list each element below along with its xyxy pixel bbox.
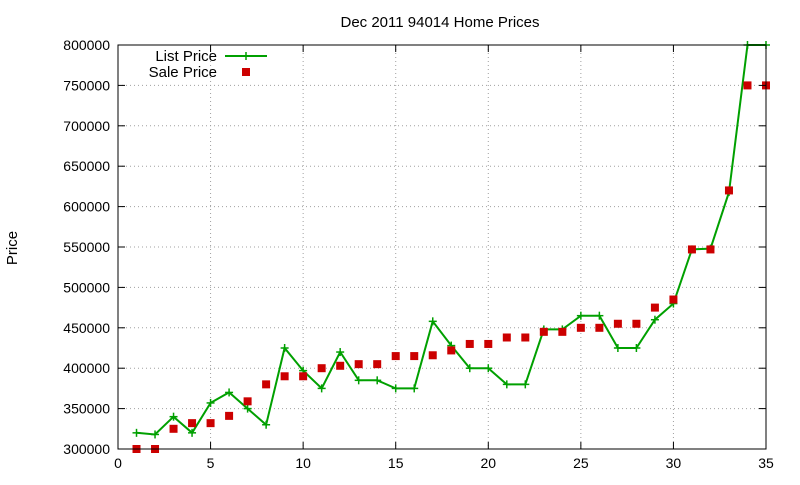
list-price-point bbox=[521, 380, 530, 389]
x-tick-label: 5 bbox=[207, 455, 215, 471]
y-axis-label: Price bbox=[4, 231, 21, 265]
list-price-point bbox=[243, 404, 252, 413]
list-price-point bbox=[576, 311, 585, 320]
list-price-point bbox=[410, 384, 419, 393]
sale-price-point bbox=[687, 245, 696, 254]
y-tick-label: 500000 bbox=[63, 279, 110, 295]
y-tick-label: 400000 bbox=[63, 360, 110, 376]
sale-price-point bbox=[410, 352, 419, 361]
sale-price-point bbox=[558, 327, 567, 336]
sale-price-point bbox=[632, 319, 641, 328]
legend-label-sale-price: Sale Price bbox=[149, 64, 217, 81]
list-price-point bbox=[188, 428, 197, 437]
sale-price-point bbox=[317, 364, 326, 373]
ticks: 300000 350000 400000 450000 500000 550000 6000… bbox=[63, 37, 774, 471]
sale-price-point bbox=[502, 333, 511, 342]
sale-price-point bbox=[391, 352, 400, 361]
y-tick-label: 800000 bbox=[63, 37, 110, 53]
x-tick-label: 25 bbox=[573, 455, 589, 471]
y-tick-label: 700000 bbox=[63, 118, 110, 134]
series-layer bbox=[132, 41, 770, 453]
list-price-point bbox=[428, 317, 437, 326]
sale-price-point bbox=[280, 372, 289, 381]
list-price-point bbox=[595, 311, 604, 320]
list-price-point bbox=[373, 376, 382, 385]
list-price-point bbox=[650, 315, 659, 324]
sale-price-point bbox=[484, 339, 493, 348]
list-price-point bbox=[336, 348, 345, 357]
sale-price-point bbox=[521, 333, 530, 342]
chart-title: Dec 2011 94014 Home Prices bbox=[341, 14, 540, 31]
sale-price-point bbox=[169, 424, 178, 433]
sale-price-point bbox=[188, 419, 197, 428]
list-price-point bbox=[484, 364, 493, 373]
sale-price-point bbox=[706, 245, 715, 254]
y-tick-label: 650000 bbox=[63, 158, 110, 174]
list-price-point bbox=[502, 380, 511, 389]
list-price-point bbox=[465, 364, 474, 373]
list-price-point bbox=[151, 430, 160, 439]
sale-price-point bbox=[743, 81, 752, 90]
list-price-point bbox=[132, 428, 141, 437]
legend-swatch-sale-price bbox=[242, 68, 250, 76]
list-price-point bbox=[613, 344, 622, 352]
y-tick-label: 600000 bbox=[63, 199, 110, 215]
y-tick-label: 450000 bbox=[63, 320, 110, 336]
y-tick-label: 550000 bbox=[63, 239, 110, 255]
list-price-line bbox=[136, 44, 766, 436]
sale-price-point bbox=[465, 339, 474, 348]
sale-price-point bbox=[299, 372, 308, 381]
sale-price-point bbox=[595, 323, 604, 332]
list-price-point bbox=[317, 384, 326, 393]
sale-price-point bbox=[724, 186, 733, 195]
sale-price-point bbox=[650, 303, 659, 312]
list-price-point bbox=[206, 398, 215, 407]
sale-price-point bbox=[613, 319, 622, 328]
sale-price-point bbox=[336, 361, 345, 370]
sale-price-point bbox=[262, 380, 271, 389]
list-price-point bbox=[225, 388, 234, 397]
legend-label-list-price: List Price bbox=[155, 48, 217, 65]
sale-price-point bbox=[354, 360, 363, 369]
list-price-point bbox=[262, 420, 271, 429]
list-price-point bbox=[391, 384, 400, 393]
x-tick-label: 30 bbox=[666, 455, 682, 471]
x-tick-label: 20 bbox=[480, 455, 496, 471]
x-tick-label: 0 bbox=[114, 455, 122, 471]
sale-price-point bbox=[225, 411, 234, 420]
grid bbox=[118, 45, 766, 449]
x-tick-label: 10 bbox=[295, 455, 311, 471]
y-tick-label: 350000 bbox=[63, 401, 110, 417]
list-price-point bbox=[632, 344, 641, 352]
x-tick-label: 35 bbox=[758, 455, 774, 471]
sale-price-point bbox=[206, 419, 215, 428]
sale-price-point bbox=[428, 351, 437, 360]
list-price-point bbox=[169, 412, 178, 421]
sale-price-point bbox=[373, 360, 382, 369]
sale-price-point bbox=[243, 397, 252, 406]
sale-price-point bbox=[539, 327, 548, 336]
sale-price-point bbox=[447, 346, 456, 355]
list-price-point bbox=[280, 344, 289, 352]
sale-price-point bbox=[576, 323, 585, 332]
y-tick-label: 300000 bbox=[63, 441, 110, 457]
x-tick-label: 15 bbox=[388, 455, 404, 471]
y-tick-label: 750000 bbox=[63, 77, 110, 93]
sale-price-point bbox=[669, 295, 678, 304]
list-price-point bbox=[354, 376, 363, 385]
